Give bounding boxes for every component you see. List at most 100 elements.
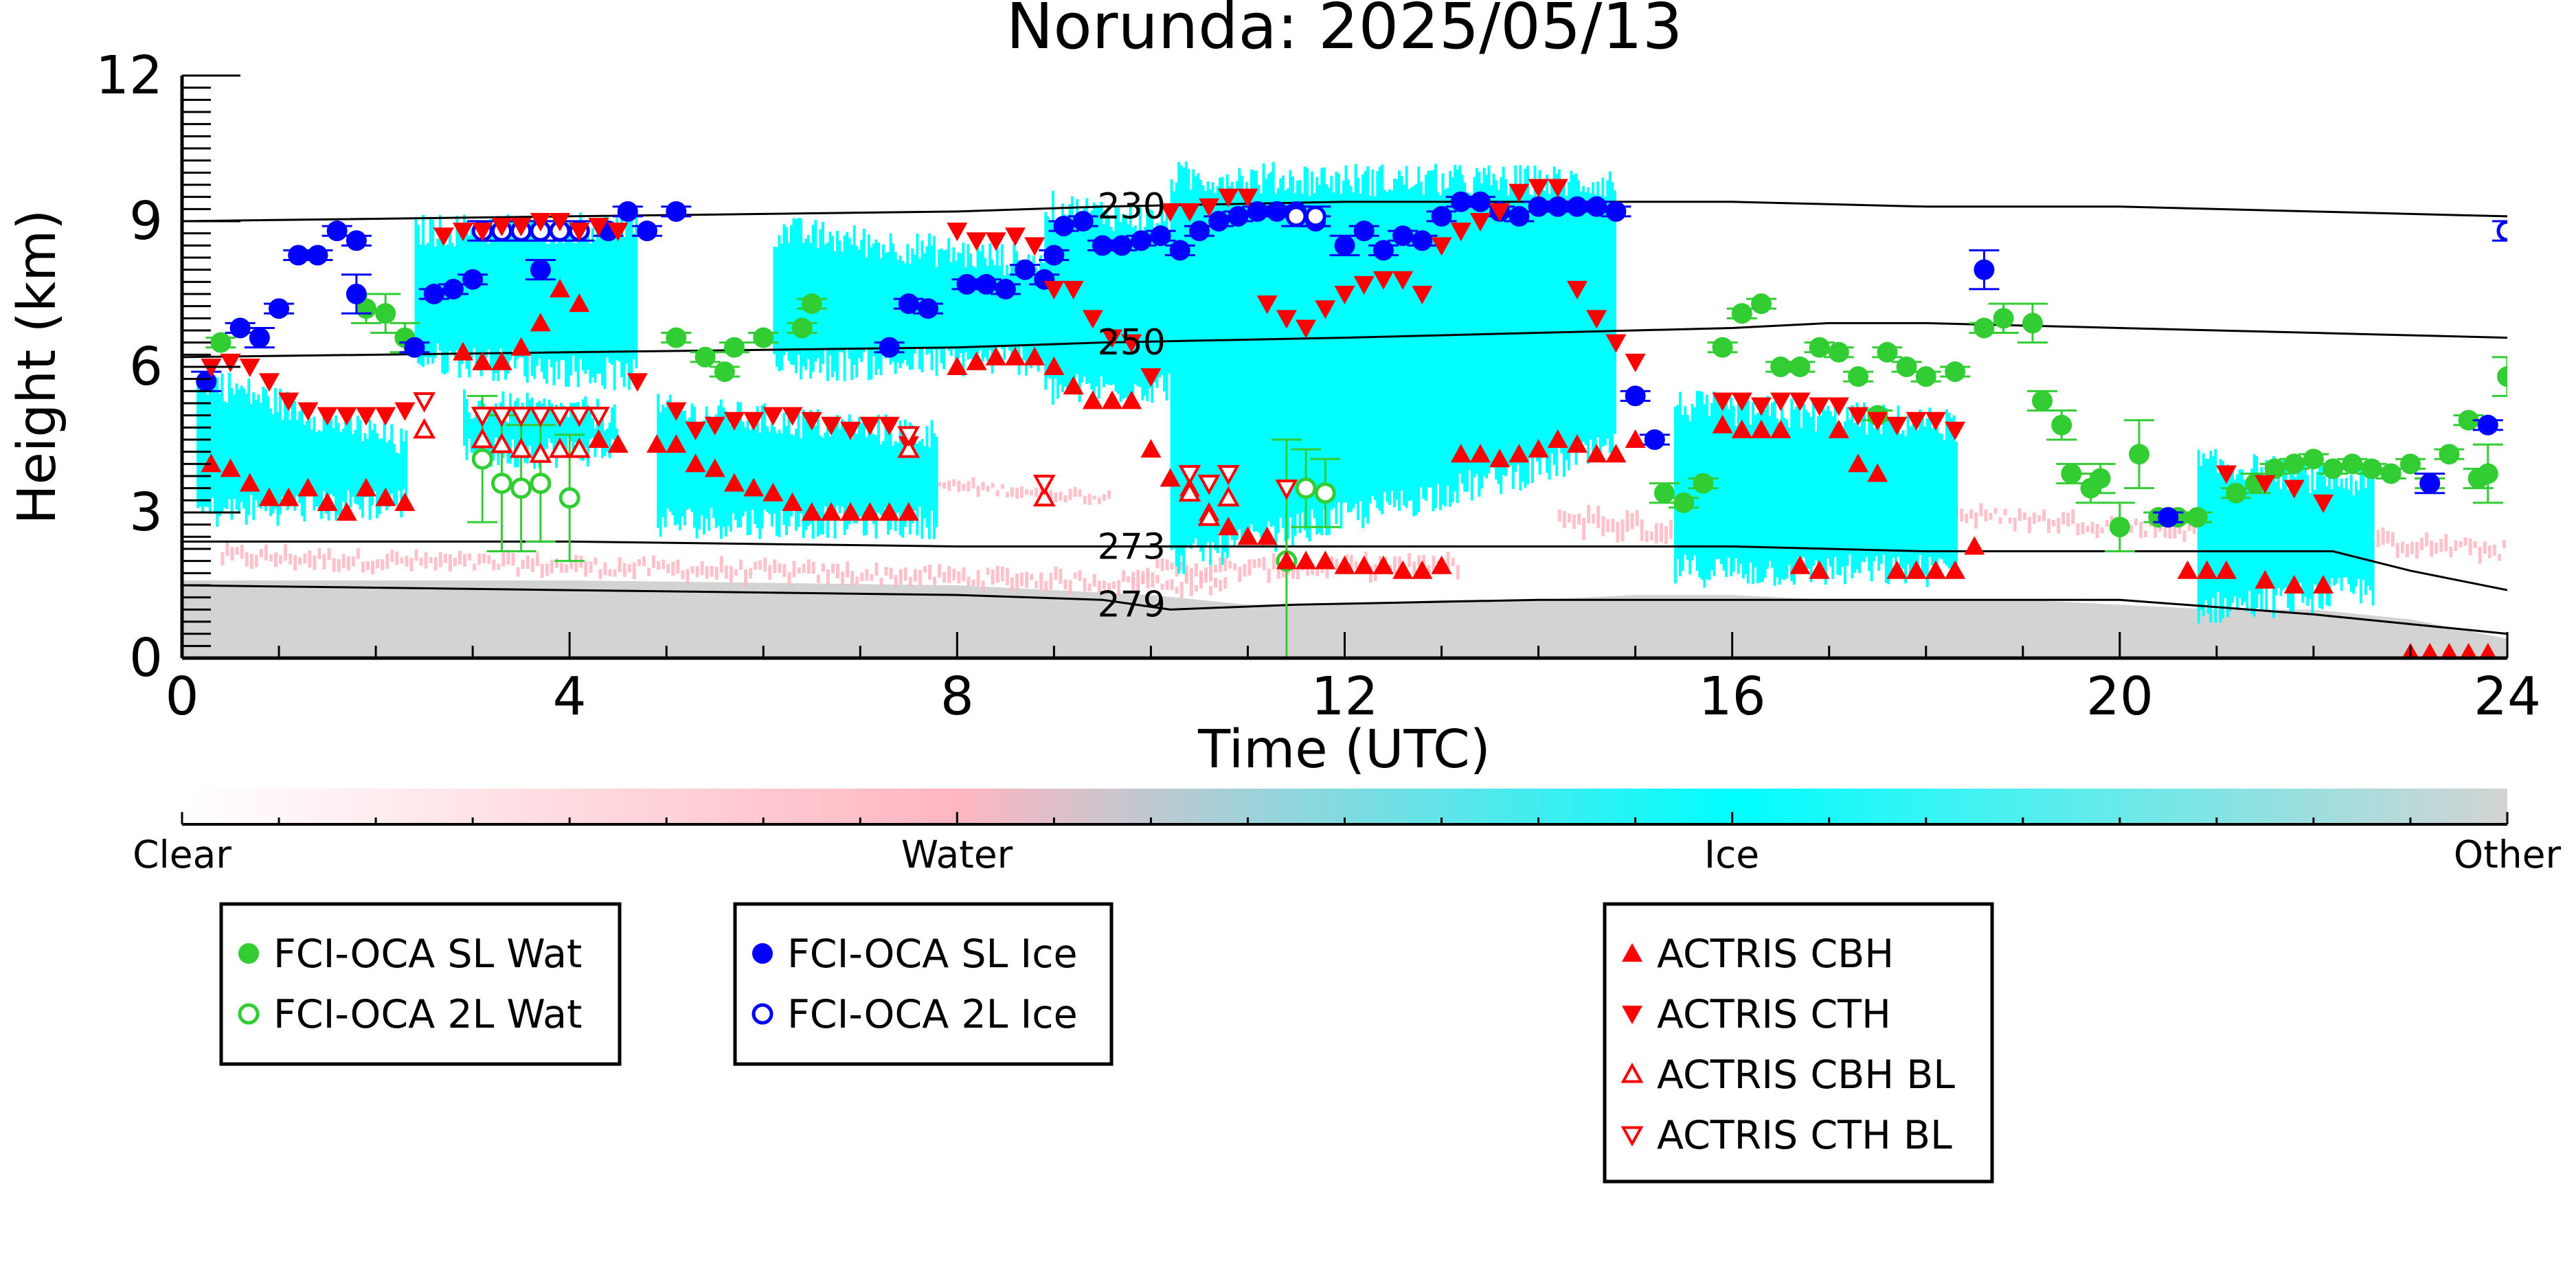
water-pixel: [419, 557, 423, 566]
data-point: [1509, 183, 1530, 203]
ice-column: [862, 422, 866, 536]
ice-column: [1148, 209, 1151, 389]
data-point: [1032, 486, 1056, 507]
ice-column: [1223, 193, 1227, 553]
water-pixel: [327, 547, 331, 561]
water-pixel: [2454, 540, 2458, 552]
ice-column: [850, 245, 854, 381]
ice-column: [368, 419, 372, 520]
ice-column: [245, 393, 248, 525]
water-pixel: [346, 556, 350, 571]
ice-column: [354, 429, 357, 504]
water-pixel: [1179, 561, 1184, 571]
water-pixel: [1179, 581, 1184, 598]
data-point: [1750, 419, 1772, 438]
data-point: [723, 337, 745, 358]
data-point: [840, 502, 861, 521]
ice-column: [627, 218, 631, 390]
ice-column: [1306, 168, 1309, 538]
data-point: [336, 502, 357, 521]
water-pixel: [284, 544, 288, 561]
colorbar-label-ice: Ice: [1704, 833, 1759, 877]
ice-column: [1703, 404, 1706, 588]
data-point: [423, 284, 444, 304]
data-point: [1218, 188, 1239, 207]
data-point: [1770, 357, 1792, 377]
ice-column: [225, 403, 229, 510]
ice-column: [1199, 179, 1202, 552]
ice-column: [533, 216, 536, 379]
ice-column: [814, 220, 817, 362]
ice-column: [1081, 213, 1084, 383]
ice-column: [1204, 191, 1207, 547]
water-pixel: [1020, 486, 1024, 498]
data-point: [1625, 385, 1646, 407]
ice-column: [1904, 436, 1908, 584]
ice-column: [908, 422, 912, 534]
water-pixel: [405, 556, 409, 567]
water-pixel: [1974, 512, 1978, 529]
ice-column: [579, 212, 583, 359]
data-point: [1392, 271, 1414, 290]
ice-column: [1247, 190, 1251, 541]
data-point: [569, 223, 590, 242]
ice-column: [722, 407, 725, 528]
ice-column: [1046, 216, 1050, 378]
ice-column: [811, 420, 815, 539]
water-pixel: [622, 563, 626, 577]
ice-column: [760, 405, 764, 529]
data-point: [548, 438, 572, 458]
ice-column: [1722, 392, 1726, 571]
water-pixel: [787, 572, 791, 585]
ice-column: [1332, 192, 1335, 508]
water-pixel: [589, 561, 593, 573]
ice-column: [1177, 161, 1181, 574]
water-pixel: [249, 554, 253, 569]
ice-column: [516, 398, 519, 467]
ice-column: [2330, 488, 2334, 578]
water-pixel: [351, 556, 355, 567]
ice-column: [1460, 174, 1464, 484]
ice-column: [887, 431, 890, 535]
water-pixel: [874, 562, 879, 576]
ice-column: [1005, 264, 1008, 348]
ice-column: [526, 392, 529, 464]
ice-column: [962, 242, 965, 376]
ice-column: [1386, 192, 1389, 502]
data-point: [743, 411, 765, 431]
ice-column: [211, 384, 214, 498]
water-pixel: [1000, 567, 1004, 581]
ice-column: [681, 411, 684, 517]
ice-column: [2262, 483, 2266, 589]
data-point: [2496, 220, 2507, 242]
ice-column: [877, 242, 880, 370]
water-pixel: [1630, 512, 1634, 530]
ice-column: [221, 373, 224, 512]
ice-column: [2197, 449, 2200, 624]
water-pixel: [719, 556, 723, 573]
data-point: [587, 407, 610, 427]
ice-column: [770, 422, 773, 527]
water-pixel: [986, 567, 990, 575]
water-pixel: [1204, 572, 1208, 583]
data-point: [394, 402, 416, 421]
chart-title: Norunda: 2025/05/13: [1006, 0, 1683, 63]
water-pixel: [1587, 505, 1591, 524]
ice-column: [1073, 223, 1076, 381]
data-point: [1334, 235, 1355, 256]
ice-column: [2308, 493, 2312, 600]
ice-column: [489, 411, 493, 467]
ice-column: [1935, 427, 1939, 570]
data-point: [2439, 444, 2460, 465]
data-point: [879, 416, 900, 436]
ice-column: [400, 428, 403, 518]
ice-column: [2325, 486, 2329, 606]
water-pixel: [1557, 510, 1561, 522]
ice-column: [1584, 192, 1588, 446]
ice-column: [1194, 176, 1197, 539]
ice-column: [1817, 416, 1820, 576]
data-point: [1004, 346, 1026, 365]
water-pixel: [749, 567, 753, 579]
ice-column: [1303, 166, 1307, 531]
data-point: [801, 502, 822, 521]
